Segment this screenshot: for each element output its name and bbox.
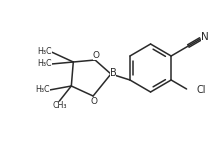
Text: H₃C: H₃C — [36, 85, 50, 95]
Text: N: N — [201, 32, 208, 42]
Text: H₃C: H₃C — [38, 59, 52, 69]
Text: Cl: Cl — [196, 85, 206, 95]
Text: H₃C: H₃C — [38, 48, 52, 56]
Text: O: O — [93, 50, 99, 59]
Text: O: O — [90, 98, 98, 106]
Text: B: B — [110, 68, 116, 78]
Text: CH₃: CH₃ — [52, 101, 67, 111]
